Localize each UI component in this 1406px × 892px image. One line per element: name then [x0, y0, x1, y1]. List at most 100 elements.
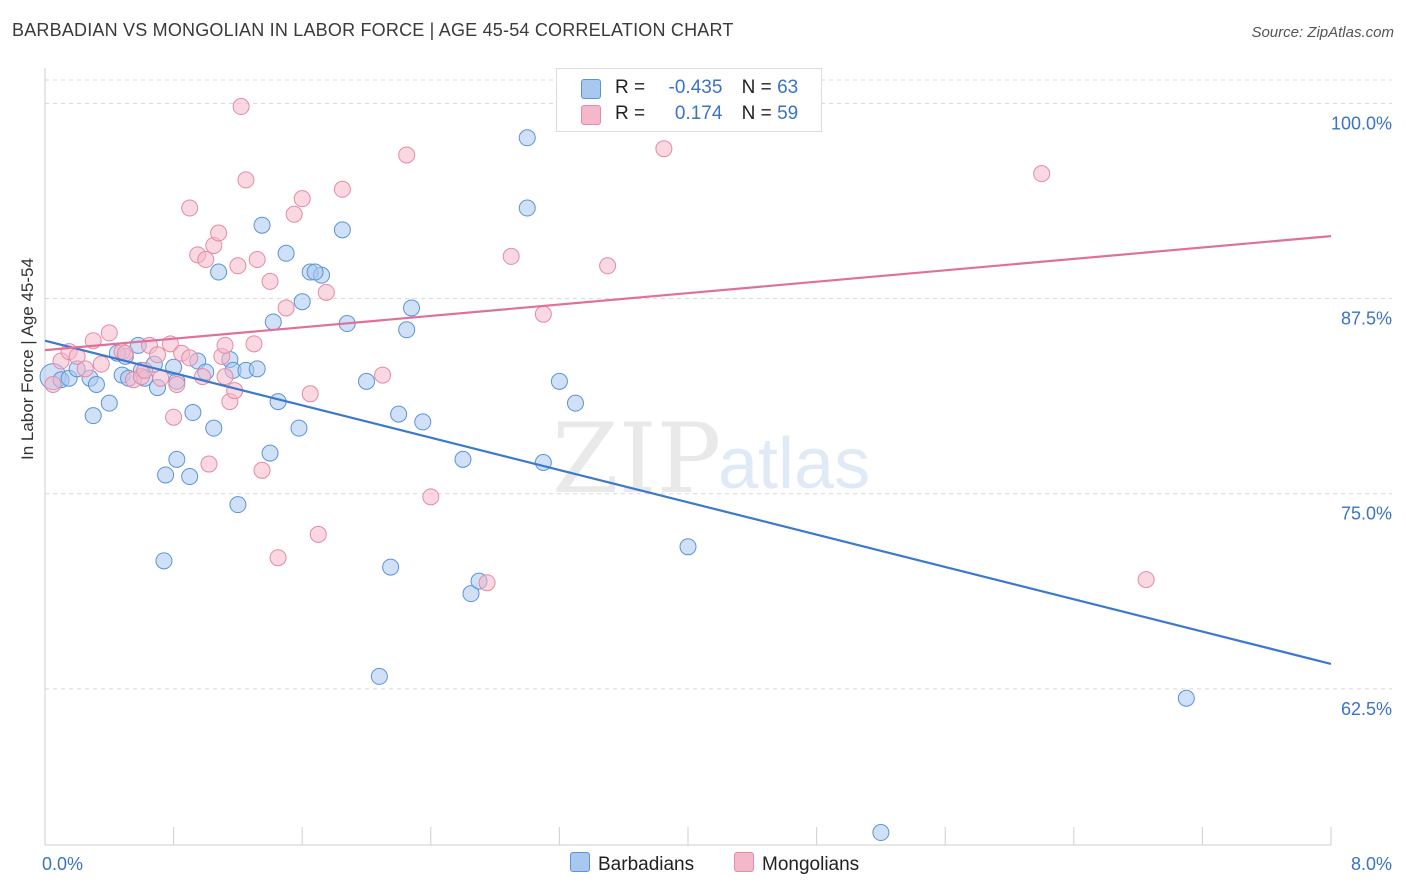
barbadian-point: [414, 413, 432, 431]
mongolian-point: [152, 369, 170, 387]
barbadian-point: [157, 466, 175, 484]
mongolian-point: [309, 525, 327, 543]
barbadian-point: [358, 372, 375, 390]
mongolian-point: [76, 360, 94, 378]
mongolian-point: [1137, 571, 1155, 589]
mongolian-point: [1033, 165, 1051, 183]
legend-r-label: R =: [615, 77, 646, 98]
mongolian-point: [165, 408, 183, 426]
barbadian-point: [210, 263, 228, 281]
mongolian-point: [181, 349, 199, 367]
barbadian-point: [518, 199, 536, 217]
barbadian-point: [872, 824, 890, 842]
legend-item-barbadians: Barbadians: [570, 852, 694, 876]
mongolian-point: [210, 224, 228, 242]
mongolian-point: [216, 336, 234, 354]
barbadian-point: [454, 450, 472, 468]
barbadian-point: [679, 538, 697, 556]
watermark: ZIP atlas: [552, 403, 870, 515]
barbadian-point: [550, 372, 568, 390]
barbadian-point: [370, 667, 388, 685]
legend-label-barbadians: Barbadians: [598, 854, 695, 875]
barbadian-point: [293, 293, 311, 311]
mongolian-point: [181, 199, 199, 217]
mongolian-point: [293, 190, 311, 208]
mongolians-trend-line: [44, 235, 1332, 352]
correlation-legend: R = -0.435 N = 63 R = 0.174 N = 59: [556, 68, 822, 132]
barbadian-point: [100, 394, 118, 412]
mongolian-point: [285, 205, 303, 223]
barbadian-point: [462, 585, 480, 603]
barbadian-point: [306, 263, 324, 281]
mongolian-point: [374, 366, 392, 384]
mongolian-point: [44, 375, 62, 393]
barbadian-point: [181, 468, 199, 486]
mongolian-point: [261, 272, 279, 290]
barbadian-point: [168, 450, 186, 468]
x-tick-label: 0.0%: [42, 854, 83, 874]
mongolian-point: [200, 455, 218, 473]
mongolian-point: [245, 335, 263, 353]
barbadian-point: [261, 444, 279, 462]
barbadian-point: [518, 129, 536, 147]
mongolian-point: [422, 488, 440, 506]
legend-n-label: N =: [741, 77, 772, 98]
legend-r-value: -0.435: [668, 77, 723, 98]
chart-title: BARBADIAN VS MONGOLIAN IN LABOR FORCE | …: [12, 20, 734, 40]
barbadian-point: [248, 360, 266, 378]
mongolian-point: [168, 375, 186, 393]
watermark-atlas: atlas: [718, 424, 870, 504]
mongolian-point: [216, 368, 234, 386]
mongolian-point: [534, 305, 552, 323]
barbadian-point: [253, 216, 271, 234]
mongolian-point: [92, 355, 110, 373]
mongolian-point: [398, 146, 416, 164]
barbadians-trend-line: [44, 339, 1332, 665]
legend-n-label: N =: [741, 103, 772, 124]
legend-swatch-mongolians: [581, 105, 601, 125]
y-tick-label: 100.0%: [1331, 113, 1392, 133]
legend-n-value: 63: [777, 77, 799, 98]
mongolian-point: [317, 283, 335, 301]
mongolian-point: [253, 461, 271, 479]
barbadian-point: [84, 407, 102, 425]
barbadian-point: [87, 375, 105, 393]
mongolian-point: [100, 324, 118, 342]
barbadian-point: [264, 313, 282, 331]
mongolian-point: [277, 299, 295, 317]
legend-swatch-mongolians: [734, 852, 754, 872]
mongolians-points: [44, 98, 1155, 592]
mongolian-point: [229, 257, 247, 275]
legend-r-value: 0.174: [674, 103, 723, 124]
mongolian-point: [502, 247, 520, 265]
legend-swatch-barbadians: [570, 852, 590, 872]
mongolian-point: [269, 549, 287, 567]
x-tick-label: 8.0%: [1351, 854, 1392, 874]
barbadian-point: [1177, 689, 1195, 707]
legend-label-mongolians: Mongolians: [762, 854, 860, 875]
y-tick-label: 75.0%: [1341, 504, 1392, 524]
barbadian-point: [566, 394, 584, 412]
barbadian-point: [333, 221, 351, 239]
source-label: Source: ZipAtlas.com: [1251, 24, 1394, 41]
barbadian-point: [382, 558, 400, 576]
barbadian-point: [390, 405, 408, 423]
legend-item-mongolians: Mongolians: [734, 852, 859, 876]
y-axis-label: In Labor Force | Age 45-54: [18, 258, 37, 460]
barbadian-point: [205, 419, 223, 437]
legend-swatch-barbadians: [581, 79, 601, 99]
barbadian-point: [155, 552, 173, 570]
grid-lines: [45, 79, 1392, 690]
barbadian-point: [229, 496, 247, 514]
barbadian-point: [277, 244, 295, 262]
mongolian-point: [655, 140, 673, 158]
y-tick-label: 62.5%: [1341, 699, 1392, 719]
barbadian-point: [290, 419, 308, 437]
tick-labels: 62.5% 75.0% 87.5% 100.0% 0.0% 8.0%: [42, 113, 1392, 874]
mongolian-point: [301, 385, 319, 403]
mongolian-point: [149, 346, 167, 364]
mongolian-point: [232, 98, 250, 116]
barbadian-point: [403, 299, 421, 317]
y-tick-label: 87.5%: [1341, 309, 1392, 329]
